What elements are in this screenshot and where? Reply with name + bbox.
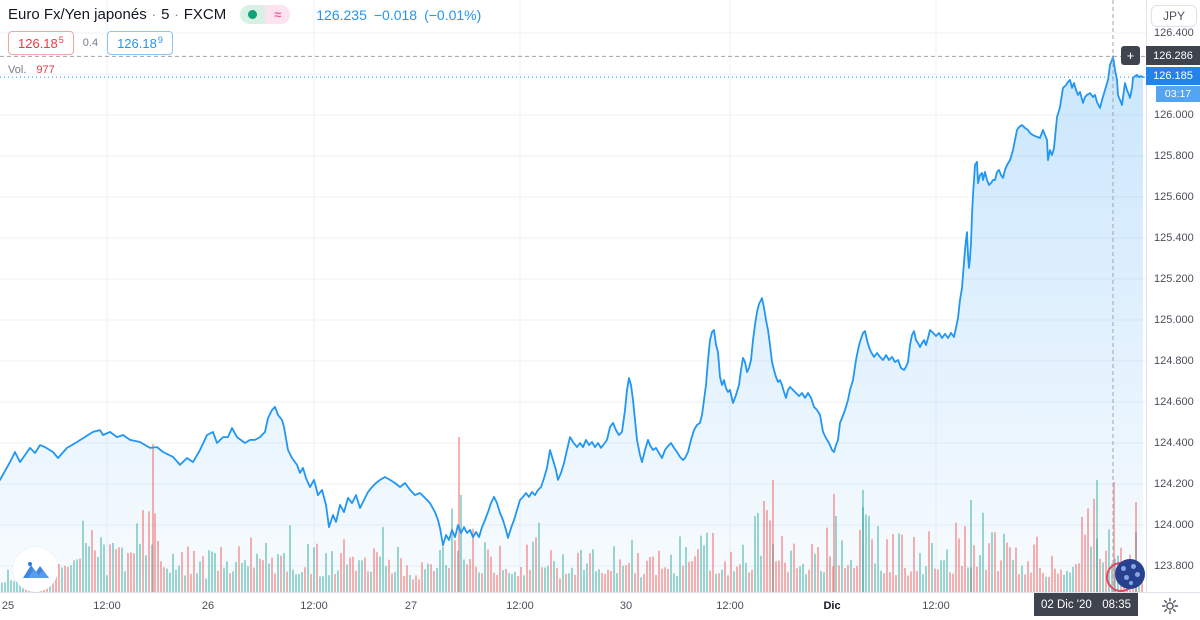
approx-icon: ≈ bbox=[274, 7, 282, 22]
time-tick-label: 26 bbox=[201, 600, 215, 612]
time-tick-label: 12:00 bbox=[93, 600, 121, 612]
time-tick-label: 12:00 bbox=[922, 600, 950, 612]
time-tick-label: 27 bbox=[404, 600, 418, 612]
price-line bbox=[0, 55, 1144, 546]
time-axis[interactable]: 25 12:00 26 12:00 27 12:00 30 12:00 Dic 12:00 bbox=[0, 592, 1200, 620]
bid-ask-row: 126.18 5 0.4 126.18 9 bbox=[8, 31, 173, 55]
price-change-text: −0.018 bbox=[373, 6, 418, 23]
add-alert-plus-button[interactable]: + bbox=[1121, 46, 1140, 65]
time-tick-label: 25 bbox=[1, 600, 15, 612]
price-change-pct-text: (−0.01%) bbox=[424, 6, 482, 23]
price-tick-label: 124.000 bbox=[1154, 519, 1194, 531]
dotted-sphere-icon bbox=[1115, 559, 1145, 589]
floating-widget-icon[interactable] bbox=[1106, 558, 1150, 594]
bid-button[interactable]: 126.18 5 bbox=[8, 31, 74, 55]
last-price-text: 126.235 bbox=[316, 6, 367, 23]
time-tick-label: 12:00 bbox=[716, 600, 744, 612]
price-tick-label: 125.000 bbox=[1154, 314, 1194, 326]
ask-price-fraction: 9 bbox=[157, 35, 163, 45]
time-tick-label: 12:00 bbox=[300, 600, 328, 612]
last-price-axis-label: 126.185 bbox=[1146, 67, 1200, 85]
mountain-logo-icon bbox=[22, 561, 49, 578]
market-open-dot-icon bbox=[248, 10, 258, 19]
spread-value: 0.4 bbox=[82, 37, 99, 49]
price-tick-label: 124.600 bbox=[1154, 396, 1194, 408]
market-status-pills[interactable]: ≈ bbox=[240, 5, 291, 24]
chart-legend: Euro Fx/Yen japonés · 5 · FXCM ≈ 126.235… bbox=[8, 5, 481, 24]
price-axis[interactable]: 126.400 126.000 125.800 125.600 125.400 125.2… bbox=[1146, 0, 1200, 620]
market-open-pill[interactable] bbox=[240, 5, 266, 24]
price-tick-label: 123.800 bbox=[1154, 560, 1194, 572]
volume-value: 977 bbox=[36, 64, 55, 76]
crosshair-time-label: 02 Dic '20 08:35 bbox=[1034, 593, 1138, 616]
chart-canvas[interactable] bbox=[0, 0, 1146, 592]
price-tick-label: 125.200 bbox=[1154, 273, 1194, 285]
price-tick-label: 124.400 bbox=[1154, 437, 1194, 449]
delayed-data-pill[interactable]: ≈ bbox=[265, 5, 291, 24]
price-tick-label: 125.600 bbox=[1154, 191, 1194, 203]
interval-label[interactable]: 5 bbox=[161, 6, 170, 23]
ask-button[interactable]: 126.18 9 bbox=[107, 31, 173, 55]
separator-dot: · bbox=[151, 7, 157, 22]
ask-price: 126.18 bbox=[117, 35, 157, 51]
settings-gear-icon[interactable] bbox=[1160, 596, 1180, 616]
time-tick-label: Dic bbox=[823, 600, 841, 612]
crosshair-clock-text: 08:35 bbox=[1102, 598, 1131, 611]
currency-toggle-button[interactable]: JPY bbox=[1151, 5, 1197, 27]
price-tick-label: 126.400 bbox=[1154, 27, 1194, 39]
volume-legend: Vol. 977 bbox=[8, 64, 55, 76]
price-tick-label: 126.000 bbox=[1154, 109, 1194, 121]
price-tick-label: 125.400 bbox=[1154, 232, 1194, 244]
volume-label: Vol. bbox=[8, 64, 27, 76]
bid-price: 126.18 bbox=[18, 35, 58, 51]
bid-price-fraction: 5 bbox=[58, 35, 64, 45]
area-fill bbox=[0, 56, 1143, 592]
separator-dot: · bbox=[174, 7, 179, 22]
price-tick-label: 125.800 bbox=[1154, 150, 1194, 162]
crosshair-price-label: 126.286 bbox=[1146, 46, 1200, 65]
last-trade-info: 126.235 −0.018 (−0.01%) bbox=[316, 7, 481, 23]
symbol-title[interactable]: Euro Fx/Yen japonés bbox=[8, 6, 147, 23]
bar-countdown-label: 03:17 bbox=[1156, 86, 1200, 102]
price-tick-label: 124.200 bbox=[1154, 478, 1194, 490]
time-tick-label: 30 bbox=[619, 600, 633, 612]
time-tick-label: 12:00 bbox=[506, 600, 534, 612]
crosshair-date-text: 02 Dic '20 bbox=[1041, 598, 1092, 611]
price-tick-label: 124.800 bbox=[1154, 355, 1194, 367]
watermark-logo bbox=[13, 547, 58, 592]
exchange-label[interactable]: FXCM bbox=[183, 6, 227, 23]
